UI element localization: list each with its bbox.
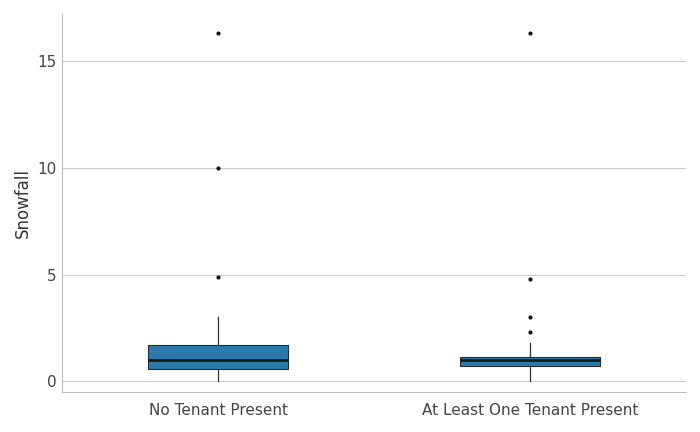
Bar xyxy=(148,345,288,368)
Y-axis label: Snowfall: Snowfall xyxy=(14,168,32,238)
Bar xyxy=(460,357,601,366)
